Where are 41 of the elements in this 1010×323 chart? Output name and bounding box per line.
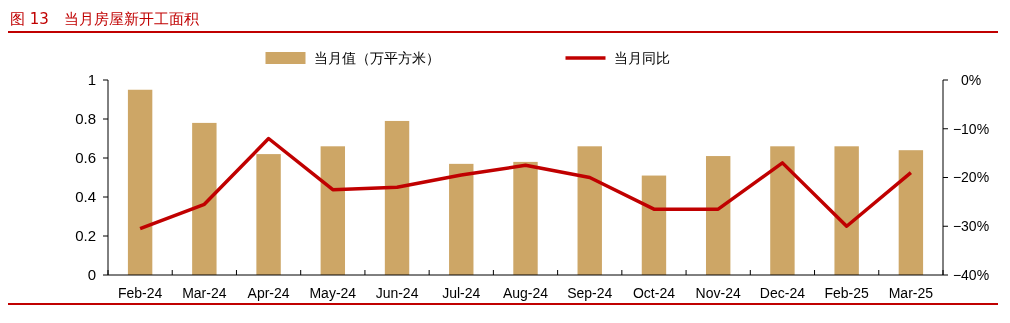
- chart-title: 图 13 当月房屋新开工面积: [10, 10, 199, 28]
- x-tick-label: Aug-24: [502, 285, 549, 301]
- x-tick-label: Apr-24: [247, 285, 290, 301]
- y-tick-label: 1: [87, 71, 96, 89]
- y2-tick-label: −10%: [952, 120, 990, 137]
- bar: [641, 175, 667, 275]
- bar: [127, 89, 153, 275]
- bar: [513, 161, 538, 275]
- bar: [320, 146, 346, 275]
- bar: [449, 163, 474, 275]
- x-tick-label: Nov-24: [695, 285, 741, 301]
- y2-tick-label: −20%: [952, 169, 990, 186]
- x-tick-label: Feb-25: [824, 285, 870, 301]
- bar: [834, 146, 859, 275]
- y-tick-label: 0.4: [75, 188, 96, 206]
- y-tick-label: 0.6: [75, 149, 96, 167]
- x-tick-label: Mar-25: [888, 285, 934, 301]
- y-tick-label: 0: [87, 266, 96, 284]
- x-tick-label: Jul-24: [442, 285, 481, 301]
- y2-tick-label: −30%: [952, 218, 990, 235]
- bar: [577, 146, 602, 275]
- bar: [384, 120, 410, 275]
- legend-label: 当月同比: [613, 49, 670, 66]
- x-tick-label: Feb-24: [117, 285, 163, 301]
- y-tick-label: 0.2: [75, 227, 96, 245]
- x-tick-label: Jun-24: [375, 285, 419, 301]
- x-tick-label: Mar-24: [182, 285, 227, 301]
- bar: [192, 122, 217, 275]
- bar: [256, 154, 281, 275]
- x-tick-label: Oct-24: [632, 285, 676, 301]
- x-tick-label: Sep-24: [567, 285, 613, 301]
- x-tick-label: Dec-24: [759, 285, 806, 301]
- y2-tick-label: 0%: [960, 71, 982, 88]
- bar: [770, 146, 795, 275]
- x-tick-label: May-24: [309, 285, 357, 301]
- line-series: [138, 136, 913, 231]
- y2-tick-label: −40%: [952, 266, 990, 283]
- bar: [705, 156, 731, 275]
- y-tick-label: 0.8: [75, 110, 96, 128]
- legend-label: 当月值（万平方米）: [313, 49, 440, 66]
- bar: [898, 150, 924, 275]
